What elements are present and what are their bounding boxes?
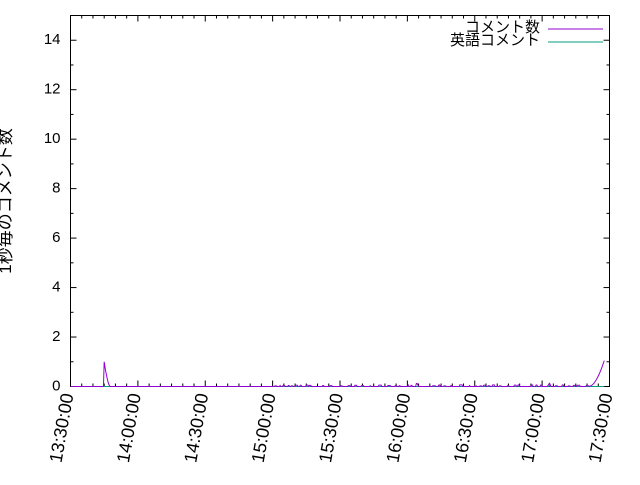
svg-text:10: 10 [44, 130, 61, 147]
svg-text:0: 0 [52, 378, 60, 395]
svg-text:4: 4 [52, 279, 60, 296]
svg-text:12: 12 [44, 81, 61, 98]
svg-text:2: 2 [52, 328, 60, 345]
svg-text:6: 6 [52, 229, 60, 246]
svg-text:英語コメント: 英語コメント [450, 31, 540, 49]
svg-text:14: 14 [44, 31, 61, 48]
svg-text:1秒毎のコメント数: 1秒毎のコメント数 [0, 128, 15, 273]
svg-text:8: 8 [52, 180, 60, 197]
